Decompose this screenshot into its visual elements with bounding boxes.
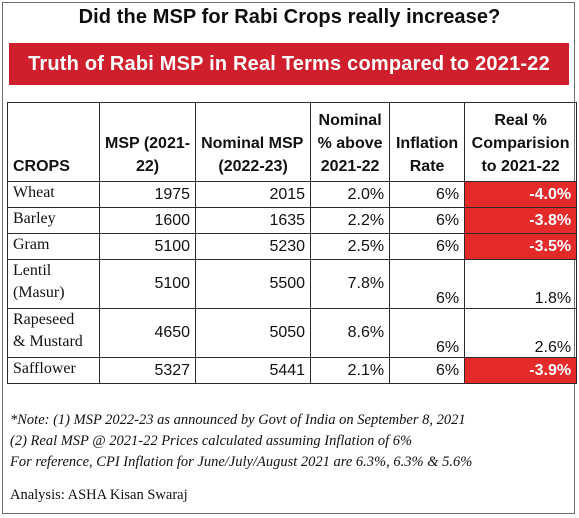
footnote-line: For reference, CPI Inflation for June/Ju… (10, 454, 473, 470)
header-real-pct-comparison: Real % Comparision to 2021-22 (464, 102, 578, 182)
crop-name: Barley (7, 207, 100, 234)
nominal-pct-value: 7.8% (310, 259, 391, 309)
header-msp-2021-22: MSP (2021- 22) (98, 102, 197, 182)
header-nominal-msp-2022-23: Nominal MSP (2022-23) (195, 102, 312, 182)
table-row: Lentil (Masur) 5100 5500 7.8% 6% 1.8% (7, 259, 578, 309)
inflation-rate-value: 6% (389, 357, 466, 384)
subtitle-banner: Truth of Rabi MSP in Real Terms compared… (9, 43, 569, 85)
nominal-pct-value: 2.1% (310, 357, 391, 384)
msp-2021-22-value: 1975 (98, 181, 197, 208)
nominal-pct-value: 2.5% (310, 233, 391, 260)
msp-2021-22-value: 1600 (98, 207, 197, 234)
footnotes: *Note: (1) MSP 2022-23 as announced by G… (10, 410, 575, 473)
inflation-rate-value: 6% (389, 308, 466, 358)
nominal-msp-value: 5500 (195, 259, 312, 309)
table-row: Rapeseed & Mustard 4650 5050 8.6% 6% 2.6… (7, 308, 578, 358)
nominal-pct-value: 8.6% (310, 308, 391, 358)
page-title: Did the MSP for Rabi Crops really increa… (78, 6, 501, 28)
real-pct-value: -3.9% (464, 357, 578, 384)
table-header-row: CROPS MSP (2021- 22) Nominal MSP (2022-2… (7, 102, 578, 182)
msp-2021-22-value: 5100 (98, 259, 197, 309)
real-pct-value: -3.5% (464, 233, 578, 260)
table-row: Safflower 5327 5441 2.1% 6% -3.9% (7, 357, 578, 384)
crop-name: Wheat (7, 181, 100, 208)
nominal-pct-value: 2.0% (310, 181, 391, 208)
nominal-msp-value: 5230 (195, 233, 312, 260)
crop-name: Rapeseed & Mustard (7, 308, 100, 358)
msp-2021-22-value: 5100 (98, 233, 197, 260)
inflation-rate-value: 6% (389, 181, 466, 208)
crop-name: Lentil (Masur) (7, 259, 100, 309)
nominal-msp-value: 2015 (195, 181, 312, 208)
crop-name: Gram (7, 233, 100, 260)
footnote-line: *Note: (1) MSP 2022-23 as announced by G… (10, 412, 466, 428)
table-row: Gram 5100 5230 2.5% 6% -3.5% (7, 233, 578, 260)
analysis-credit: Analysis: ASHA Kisan Swaraj (10, 487, 188, 503)
header-crops: CROPS (7, 102, 100, 182)
subtitle-banner-text: Truth of Rabi MSP in Real Terms compared… (28, 52, 550, 75)
table-row: Wheat 1975 2015 2.0% 6% -4.0% (7, 181, 578, 208)
nominal-pct-value: 2.2% (310, 207, 391, 234)
msp-2021-22-value: 5327 (98, 357, 197, 384)
nominal-msp-value: 5050 (195, 308, 312, 358)
inflation-rate-value: 6% (389, 259, 466, 309)
real-pct-value: 2.6% (464, 308, 578, 358)
msp-table: CROPS MSP (2021- 22) Nominal MSP (2022-2… (7, 102, 578, 384)
inflation-rate-value: 6% (389, 233, 466, 260)
real-pct-value: -3.8% (464, 207, 578, 234)
header-nominal-pct-above: Nominal % above 2021-22 (310, 102, 391, 182)
inflation-rate-value: 6% (389, 207, 466, 234)
real-pct-value: -4.0% (464, 181, 578, 208)
crop-name: Safflower (7, 357, 100, 384)
table-row: Barley 1600 1635 2.2% 6% -3.8% (7, 207, 578, 234)
nominal-msp-value: 1635 (195, 207, 312, 234)
nominal-msp-value: 5441 (195, 357, 312, 384)
footnote-line: (2) Real MSP @ 2021-22 Prices calculated… (10, 433, 413, 449)
real-pct-value: 1.8% (464, 259, 578, 309)
msp-2021-22-value: 4650 (98, 308, 197, 358)
header-inflation-rate: Inflation Rate (389, 102, 466, 182)
